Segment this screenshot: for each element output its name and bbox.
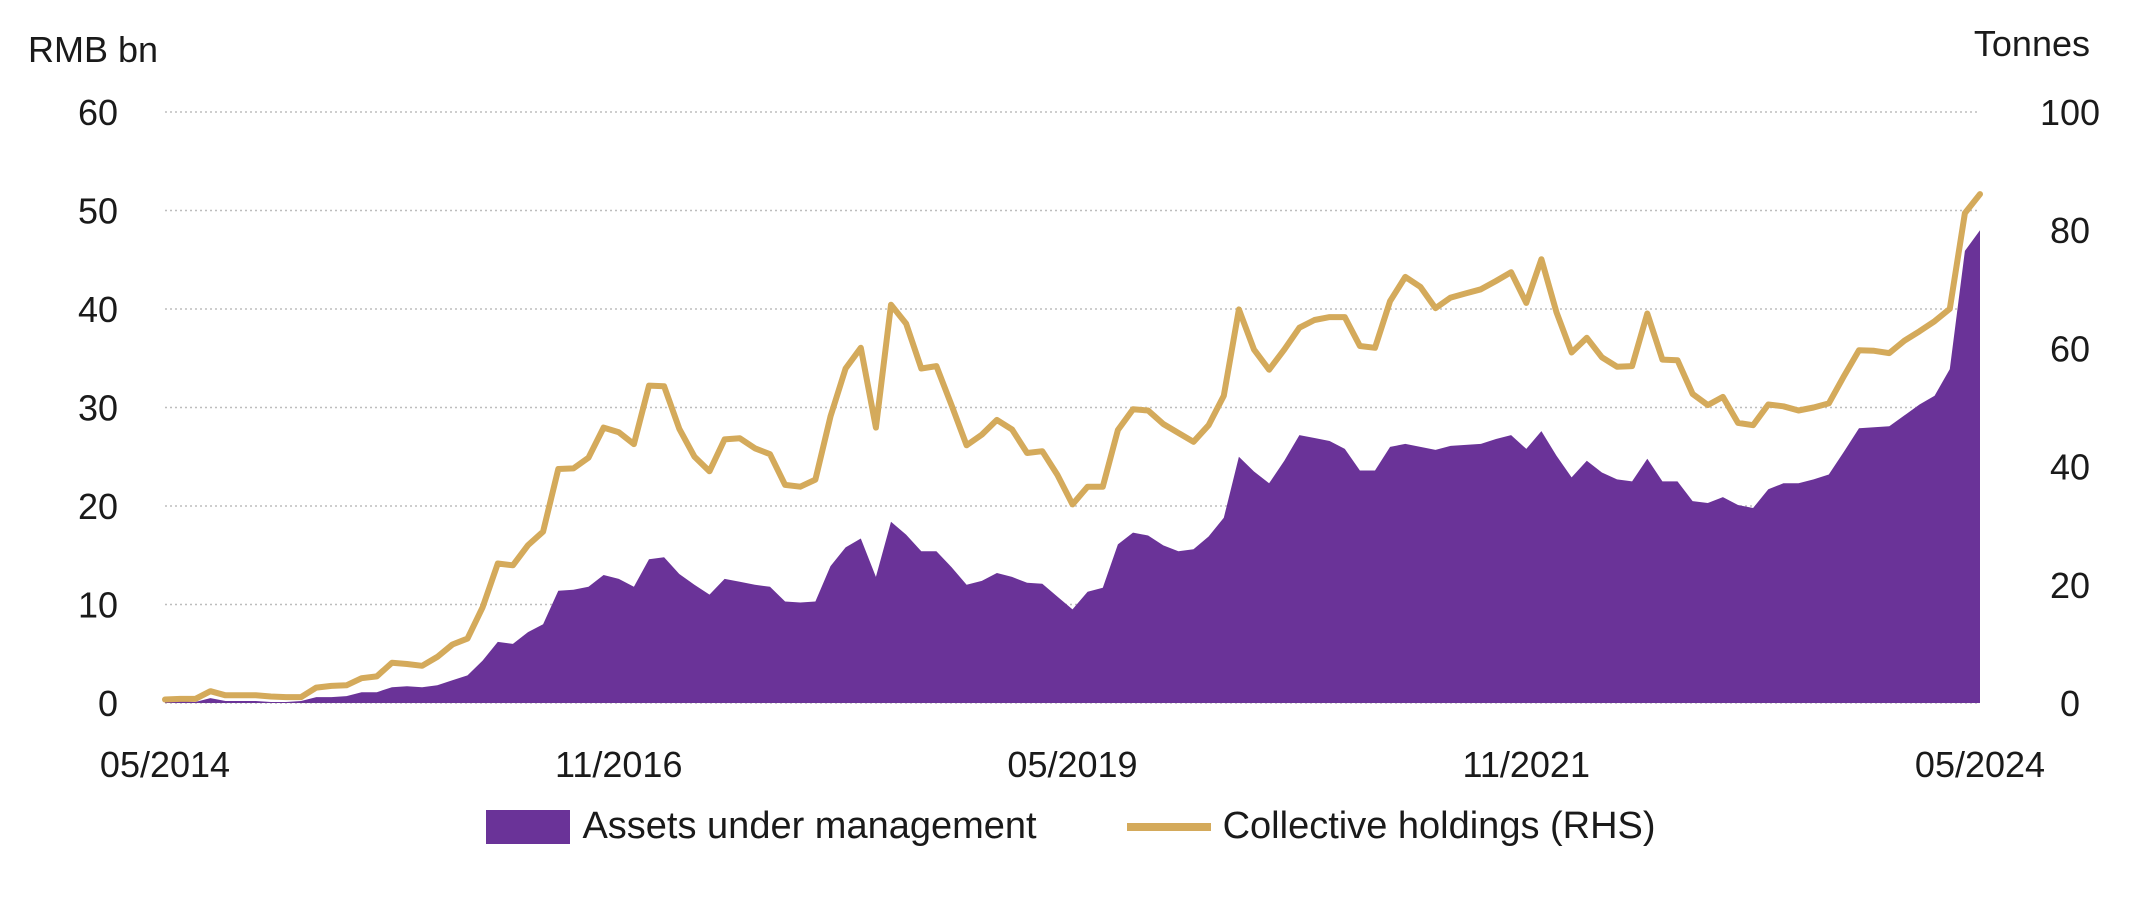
line-collective-holdings	[162, 191, 1983, 703]
legend-item-assets: Assets under management	[486, 805, 1037, 848]
collective-holdings-line	[162, 191, 1983, 703]
right-axis-ticks: 0 20 40 60 80 100	[2040, 92, 2100, 724]
legend-item-holdings: Collective holdings (RHS)	[1126, 805, 1656, 848]
right-tick-label: 100	[2040, 92, 2100, 133]
right-tick-label: 60	[2050, 328, 2090, 369]
assets-under-management-area	[165, 230, 1980, 703]
left-axis-ticks: 0 10 20 30 40 50 60	[78, 92, 118, 724]
x-tick-label: 05/2019	[1007, 744, 1137, 785]
left-tick-label: 60	[78, 92, 118, 133]
right-tick-label: 40	[2050, 447, 2090, 488]
legend-swatch-holdings	[1126, 822, 1211, 831]
left-tick-label: 10	[78, 585, 118, 626]
x-tick-label: 11/2016	[555, 744, 682, 785]
legend: Assets under management Collective holdi…	[0, 805, 2142, 848]
left-tick-label: 50	[78, 191, 118, 232]
legend-label-holdings: Collective holdings (RHS)	[1222, 805, 1656, 847]
left-tick-label: 0	[98, 683, 118, 724]
area-assets-under-management	[165, 230, 1980, 703]
left-axis-unit: RMB bn	[28, 29, 158, 70]
left-tick-label: 40	[78, 289, 118, 330]
left-tick-label: 20	[78, 486, 118, 527]
x-tick-label: 05/2014	[100, 744, 230, 785]
right-tick-label: 0	[2060, 683, 2080, 724]
x-tick-label: 05/2024	[1915, 744, 2045, 785]
right-axis-unit: Tonnes	[1974, 23, 2090, 64]
x-tick-label: 11/2021	[1463, 744, 1590, 785]
legend-label-assets: Assets under management	[582, 805, 1037, 847]
right-tick-label: 20	[2050, 565, 2090, 606]
legend-swatch-assets	[486, 809, 571, 844]
right-tick-label: 80	[2050, 210, 2090, 251]
left-tick-label: 30	[78, 388, 118, 429]
x-axis-ticks: 05/2014 11/2016 05/2019 11/2021 05/2024	[100, 744, 2045, 785]
